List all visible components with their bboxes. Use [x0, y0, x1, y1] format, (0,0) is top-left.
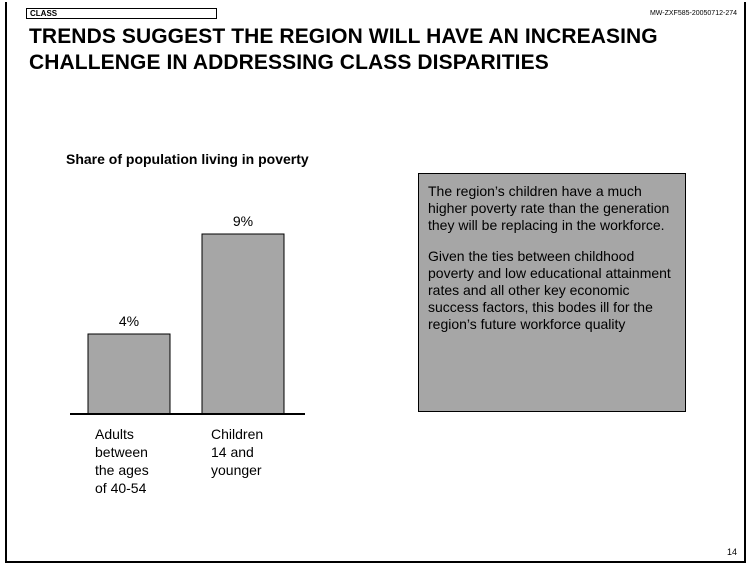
bar-2 [201, 233, 285, 415]
callout-paragraph-2: Given the ties between childhood poverty… [428, 248, 671, 332]
bar-value-label-2: 9% [233, 213, 253, 229]
callout-paragraph-1: The region’s children have a much higher… [428, 183, 670, 233]
category-label-1: Adults between the ages of 40-54 [95, 425, 149, 497]
category-label-2-line-3: younger [211, 462, 262, 478]
bar-1 [87, 333, 171, 415]
category-label-2: Children 14 and younger [211, 425, 263, 479]
bar-value-label-1: 4% [119, 313, 139, 329]
slide-title-line-2: CHALLENGE IN ADDRESSING CLASS DISPARITIE… [29, 51, 549, 74]
document-code: MW-ZXF585-20050712-274 [649, 10, 737, 17]
category-label-1-line-1: Adults [95, 426, 134, 442]
slide-title: TRENDS SUGGEST THE REGION WILL HAVE AN I… [29, 24, 729, 76]
category-label-2-line-2: 14 and [211, 444, 254, 460]
section-tag: CLASS [26, 8, 217, 19]
category-label-1-line-4: of 40-54 [95, 480, 147, 496]
chart-title: Share of population living in poverty [66, 151, 309, 167]
page-number: 14 [726, 547, 737, 557]
category-label-1-line-2: between [95, 444, 148, 460]
callout-box: The region’s children have a much higher… [418, 173, 686, 412]
category-label-2-line-1: Children [211, 426, 264, 442]
slide-title-line-1: TRENDS SUGGEST THE REGION WILL HAVE AN I… [29, 25, 658, 48]
category-label-1-line-3: the ages [95, 462, 149, 478]
slide-frame [5, 2, 746, 563]
